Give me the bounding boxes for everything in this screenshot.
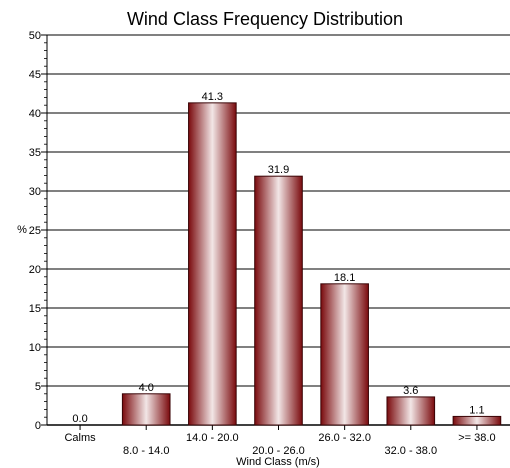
bar [320, 283, 369, 426]
y-tick-label: 35 [29, 147, 41, 159]
data-label: 41.3 [202, 91, 223, 103]
x-axis-title: Wind Class (m/s) [236, 456, 320, 468]
y-tick-label: 15 [29, 303, 41, 315]
data-label: 3.6 [403, 385, 418, 397]
chart-title: Wind Class Frequency Distribution [127, 9, 403, 29]
data-label: 1.1 [469, 404, 484, 416]
y-tick-label: 25 [29, 225, 41, 237]
bar [188, 102, 237, 426]
y-tick-label: 45 [29, 69, 41, 81]
y-tick-label: 20 [29, 264, 41, 276]
x-tick-label: Calms [64, 432, 96, 444]
y-tick-label: 50 [29, 30, 41, 42]
y-tick-label: 40 [29, 108, 41, 120]
x-tick-label: 8.0 - 14.0 [123, 445, 169, 457]
data-label: 31.9 [268, 164, 289, 176]
data-label: 4.0 [139, 382, 154, 394]
x-tick-label: >= 38.0 [458, 432, 495, 444]
bar [121, 393, 171, 426]
x-tick-label: 20.0 - 26.0 [252, 445, 305, 457]
x-tick-label: 14.0 - 20.0 [186, 432, 239, 444]
labels: 0 5 10 15 20 25 30 35 40 45 50 0.0 Calms 4.0 8.0 - 14.… [29, 30, 496, 457]
x-tick-label: 26.0 - 32.0 [318, 432, 371, 444]
bar [452, 415, 502, 426]
y-tick-label: 10 [29, 342, 41, 354]
data-label: 18.1 [334, 272, 355, 284]
data-label: 0.0 [72, 413, 87, 425]
y-axis-title: % [17, 224, 27, 236]
bar [254, 175, 303, 426]
y-tick-label: 30 [29, 186, 41, 198]
y-tick-label: 5 [35, 381, 41, 393]
bars [121, 102, 502, 426]
y-tick-label: 0 [35, 420, 41, 432]
x-tick-label: 32.0 - 38.0 [384, 445, 437, 457]
bar [386, 396, 436, 426]
